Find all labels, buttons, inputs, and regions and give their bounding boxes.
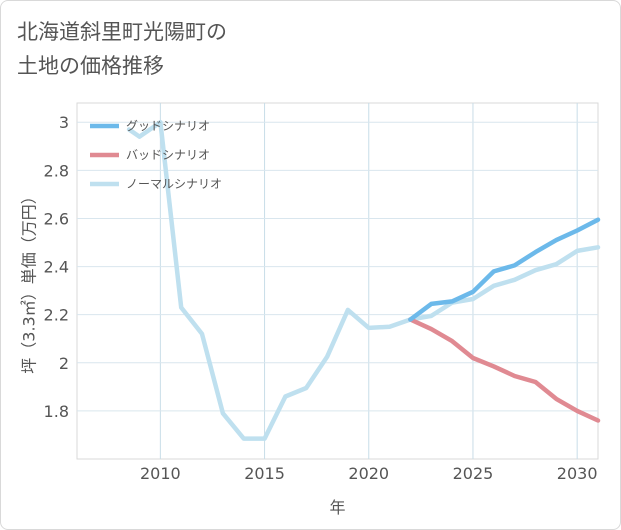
y-tick-label: 3: [59, 113, 69, 132]
chart-title-line1: 北海道斜里町光陽町の: [17, 20, 227, 44]
y-tick-label: 2.2: [44, 306, 69, 325]
legend-label-1: バッドシナリオ: [126, 148, 210, 162]
series-line-0: [408, 217, 601, 322]
legend-label-2: ノーマルシナリオ: [126, 177, 222, 191]
x-tick-label: 2025: [453, 464, 494, 483]
y-tick-label: 1.8: [44, 402, 69, 421]
series-lines: [126, 119, 601, 441]
chart-title: 北海道斜里町光陽町の 土地の価格推移: [17, 15, 227, 83]
x-axis-label: 年: [329, 498, 345, 517]
x-tick-labels: 2010 2015 2020 2025 2030: [140, 464, 598, 483]
series-line-2: [126, 119, 601, 441]
series-line-1: [408, 317, 601, 423]
x-tick-label: 2010: [140, 464, 181, 483]
y-tick-label: 2.8: [44, 161, 69, 180]
y-tick-label: 2.4: [44, 258, 69, 277]
chart-title-line2: 土地の価格推移: [17, 54, 164, 78]
y-tick-label: 2.6: [44, 209, 69, 228]
x-tick-label: 2015: [244, 464, 285, 483]
x-tick-label: 2020: [348, 464, 389, 483]
plot-frame: [76, 102, 599, 460]
y-axis-label: 坪（3.3㎡）単価（万円）: [20, 188, 39, 373]
x-tick-label: 2030: [557, 464, 598, 483]
legend-label-0: グッドシナリオ: [126, 119, 210, 133]
y-tick-label: 2: [59, 354, 69, 373]
y-tick-labels: 1.8 2 2.2 2.4 2.6 2.8 3: [44, 113, 69, 421]
